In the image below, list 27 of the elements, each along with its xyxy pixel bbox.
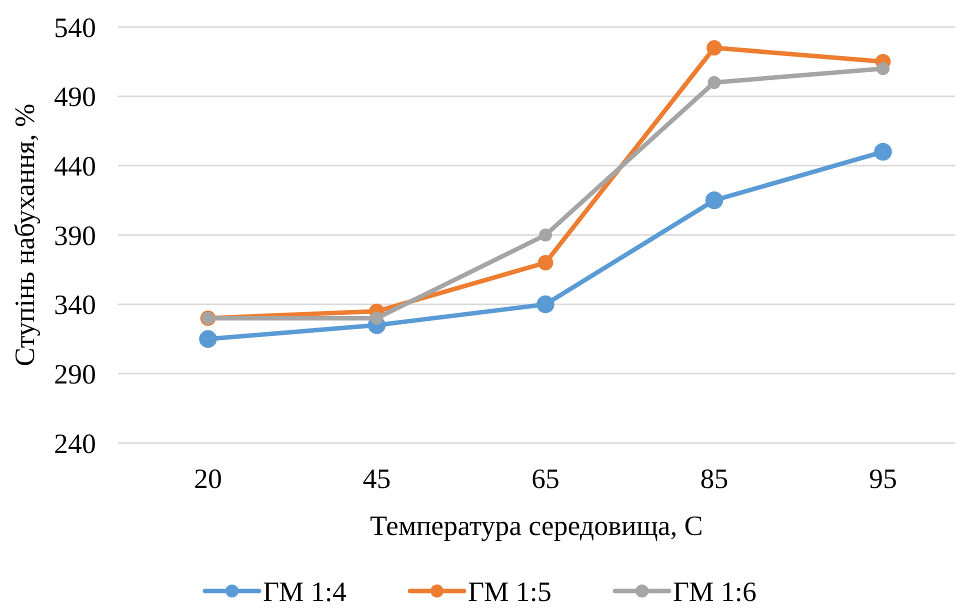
point (536, 295, 554, 314)
y-tick-label: 490 (54, 82, 96, 114)
y-tick-label: 340 (54, 290, 96, 322)
x-tick-label: 65 (532, 464, 560, 495)
point (706, 40, 722, 56)
point (199, 330, 217, 348)
point (538, 255, 554, 270)
y-tick-label: 390 (54, 220, 96, 252)
y-tick-label: 440 (54, 151, 96, 182)
point (708, 76, 721, 89)
point (370, 312, 384, 325)
point (876, 62, 890, 76)
y-tick-label: 240 (54, 428, 96, 460)
x-tick-label: 20 (194, 464, 222, 495)
legend-label: ГМ 1:5 (468, 577, 552, 608)
x-axis-title: Температура середовища, С (370, 511, 703, 542)
point (705, 191, 724, 210)
point (539, 228, 552, 242)
y-axis-title: Ступінь набухання, % (10, 104, 41, 366)
legend-label: ГМ 1:6 (673, 577, 756, 608)
y-tick-label: 290 (54, 359, 96, 390)
point (874, 142, 892, 161)
x-tick-label: 85 (700, 464, 728, 495)
legend-label: ГМ 1:4 (263, 577, 346, 608)
x-tick-label: 95 (869, 464, 897, 495)
y-tick-label: 540 (54, 12, 96, 44)
x-tick-label: 45 (362, 464, 391, 495)
